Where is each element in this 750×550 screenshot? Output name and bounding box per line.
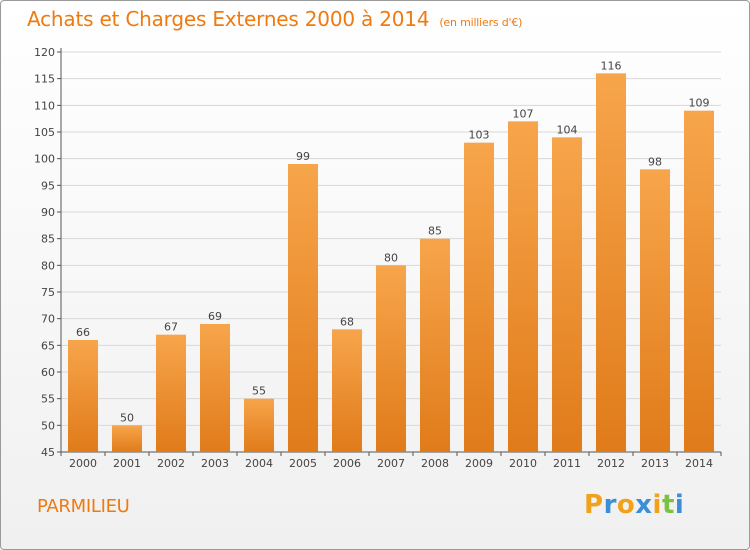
- y-tick-label: 80: [41, 259, 55, 272]
- bar-2007: [376, 265, 406, 452]
- x-tick-label-2013: 2013: [641, 457, 669, 470]
- y-tick-label: 120: [34, 46, 55, 59]
- bar-2003: [200, 324, 230, 452]
- x-tick-label-2008: 2008: [421, 457, 449, 470]
- bar-2011: [552, 137, 582, 453]
- x-tick-label-2014: 2014: [685, 457, 713, 470]
- x-tick-label-2012: 2012: [597, 457, 625, 470]
- bar-2009: [464, 142, 494, 452]
- y-tick-label: 115: [34, 73, 55, 86]
- y-tick-label: 60: [41, 366, 55, 379]
- value-label-2014: 109: [689, 97, 710, 110]
- x-tick-label-2002: 2002: [157, 457, 185, 470]
- y-tick-label: 95: [41, 179, 55, 192]
- bar-2012: [596, 73, 626, 452]
- value-label-2012: 116: [601, 59, 622, 72]
- bar-2001: [112, 425, 142, 452]
- y-tick-label: 85: [41, 233, 55, 246]
- x-tick-label-2000: 2000: [69, 457, 97, 470]
- bar-2005: [288, 164, 318, 452]
- bar-2013: [640, 169, 670, 453]
- y-tick-label: 105: [34, 126, 55, 139]
- logo-letter: x: [635, 490, 653, 520]
- x-tick-label-2009: 2009: [465, 457, 493, 470]
- logo-letter: P: [584, 490, 604, 520]
- chart-title: Achats et Charges Externes 2000 à 2014 (e…: [27, 7, 522, 31]
- value-label-2005: 99: [296, 150, 310, 163]
- value-label-2013: 98: [648, 155, 662, 168]
- logo-letter: t: [661, 490, 675, 520]
- y-tick-label: 50: [41, 419, 55, 432]
- y-tick-label: 70: [41, 313, 55, 326]
- value-label-2010: 107: [513, 107, 534, 120]
- x-tick-label-2007: 2007: [377, 457, 405, 470]
- bar-2010: [508, 121, 538, 452]
- value-label-2001: 50: [120, 411, 134, 424]
- logo-letter: i: [674, 490, 685, 520]
- y-tick-label: 45: [41, 446, 55, 459]
- tick-labels: 45 50 55 60 65 70 75 80 85 90 95 100 105 110 115 120 200…: [34, 46, 713, 470]
- value-label-2011: 104: [557, 123, 578, 136]
- x-tick-label-2003: 2003: [201, 457, 229, 470]
- bar-2002: [156, 334, 186, 452]
- value-label-2002: 67: [164, 321, 178, 334]
- y-tick-label: 100: [34, 153, 55, 166]
- commune-name: PARMILIEU: [37, 496, 130, 517]
- bar-2006: [332, 329, 362, 452]
- y-tick-label: 65: [41, 339, 55, 352]
- value-label-2003: 69: [208, 310, 222, 323]
- logo-letter: o: [616, 490, 636, 520]
- bar-2014: [684, 110, 714, 453]
- bar-2000: [68, 340, 98, 452]
- bars: [68, 73, 714, 453]
- logo-letter: r: [603, 490, 617, 520]
- value-label-2000: 66: [76, 326, 90, 339]
- x-tick-label-2010: 2010: [509, 457, 537, 470]
- proxiti-logo: Proxiti: [584, 490, 684, 520]
- chart-subtitle: (en milliers d'€): [439, 16, 523, 29]
- y-tick-label: 110: [34, 99, 55, 112]
- x-tick-label-2005: 2005: [289, 457, 317, 470]
- value-label-2006: 68: [340, 315, 354, 328]
- x-tick-label-2011: 2011: [553, 457, 581, 470]
- bar-2004: [244, 398, 274, 452]
- x-tick-label-2006: 2006: [333, 457, 361, 470]
- title-text: Achats et Charges Externes 2000 à 2014: [27, 7, 430, 31]
- y-tick-label: 75: [41, 286, 55, 299]
- value-label-2008: 85: [428, 225, 442, 238]
- value-label-2007: 80: [384, 251, 398, 264]
- logo-letter: i: [652, 490, 662, 520]
- y-tick-label: 55: [41, 393, 55, 406]
- value-label-2009: 103: [469, 129, 490, 142]
- value-labels: 66 50 67 69 55 99 68 80 85 103 107 104 116 98 109: [76, 59, 710, 424]
- value-label-2004: 55: [252, 385, 266, 398]
- x-tick-label-2001: 2001: [113, 457, 141, 470]
- y-tick-label: 90: [41, 206, 55, 219]
- x-tick-label-2004: 2004: [245, 457, 273, 470]
- bar-2008: [420, 238, 450, 452]
